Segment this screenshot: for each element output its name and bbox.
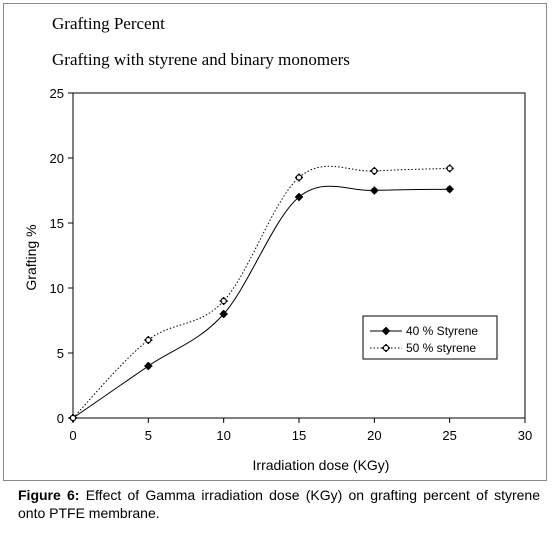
series-line <box>72 165 450 419</box>
y-tick-label: 20 <box>50 151 64 166</box>
legend-marker <box>382 344 390 352</box>
series-1 <box>69 185 454 422</box>
x-tick-label: 0 <box>69 428 76 443</box>
caption-text: Effect of Gamma irradiation dose (KGy) o… <box>18 487 540 521</box>
series-line <box>72 185 450 419</box>
x-tick-label: 20 <box>367 428 381 443</box>
data-point <box>219 297 228 305</box>
y-tick-label: 10 <box>50 281 64 296</box>
y-tick-label: 0 <box>57 411 64 426</box>
chart-subheading: Grafting with styrene and binary monomer… <box>52 50 350 69</box>
legend: 40 % Styrene 50 % styrene <box>362 315 498 360</box>
legend-marker <box>382 327 390 335</box>
x-tick-label: 25 <box>442 428 456 443</box>
x-tick-label: 10 <box>216 428 230 443</box>
y-axis-label: Grafting % <box>23 224 39 290</box>
legend-label: 40 % Styrene <box>406 324 478 338</box>
data-point <box>445 185 454 194</box>
line-chart: 0 5 10 15 20 25 30 0 5 10 15 20 25 Irradiation dose (… <box>23 86 532 473</box>
data-point <box>445 164 454 173</box>
y-tick-label: 25 <box>50 86 64 101</box>
x-axis-label: Irradiation dose (KGy) <box>253 457 390 473</box>
data-point <box>144 362 153 370</box>
figure-label: Figure 6: <box>18 487 80 503</box>
data-point <box>144 336 153 344</box>
y-tick-label: 15 <box>50 216 64 231</box>
data-point <box>370 167 379 175</box>
data-point <box>370 186 379 195</box>
x-tick-label: 30 <box>518 428 532 443</box>
data-point <box>295 193 303 201</box>
chart-heading: Grafting Percent <box>52 14 165 33</box>
x-tick-label: 15 <box>292 428 306 443</box>
x-tick-label: 5 <box>145 428 152 443</box>
plot-area-frame <box>72 92 526 419</box>
data-point <box>69 414 77 422</box>
y-tick-label: 5 <box>57 346 64 361</box>
data-point <box>295 173 303 182</box>
figure-caption: Figure 6: Effect of Gamma irradiation do… <box>18 486 540 522</box>
data-point <box>219 310 228 318</box>
legend-label: 50 % styrene <box>406 341 476 355</box>
figure-frame <box>3 3 547 481</box>
series-2 <box>69 164 454 422</box>
